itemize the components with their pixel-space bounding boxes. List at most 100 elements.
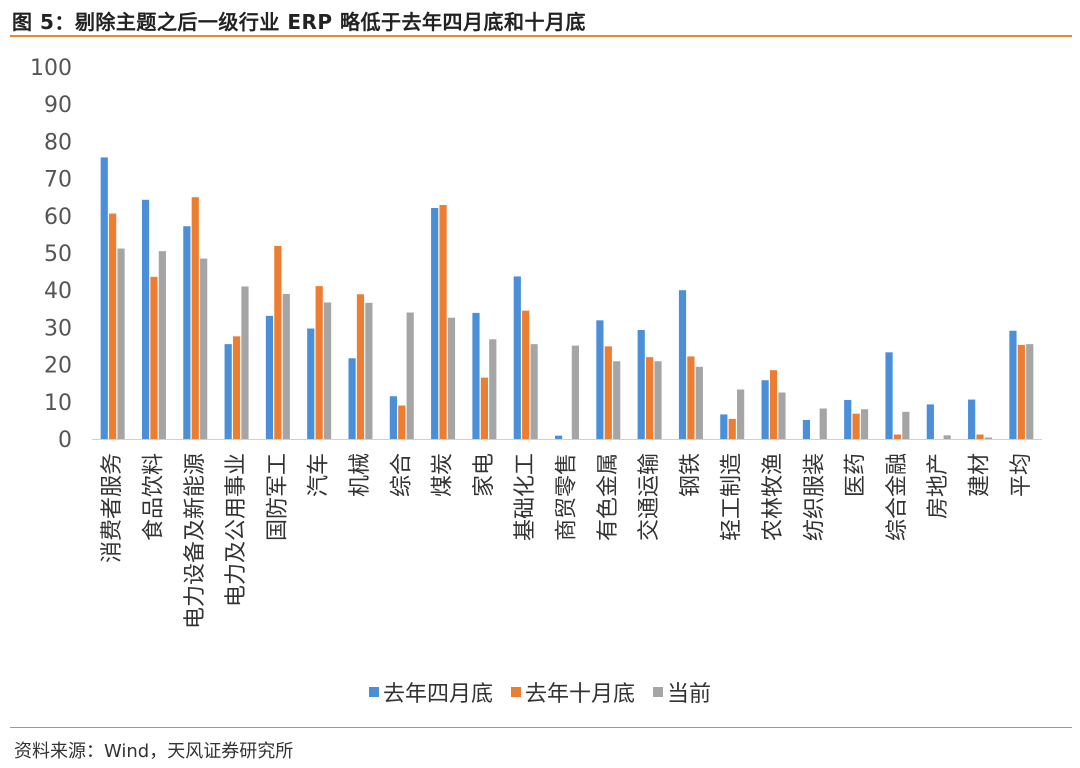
bar [885, 352, 893, 439]
bar [191, 197, 199, 439]
bar [398, 405, 406, 439]
chart-legend: 去年四月底 去年十月底 当前 [0, 676, 1080, 708]
bar [646, 357, 654, 439]
bar [943, 435, 951, 439]
y-tick-label: 0 [58, 428, 72, 453]
bar [761, 380, 769, 439]
bar [555, 435, 563, 439]
x-tick-label: 综合 [389, 453, 414, 497]
bar [150, 276, 158, 439]
bar [315, 286, 323, 439]
bar [439, 205, 447, 439]
x-tick-label: 农林牧渔 [761, 453, 786, 541]
bar [596, 320, 604, 439]
legend-swatch [653, 687, 663, 697]
bar [802, 420, 811, 439]
bar [604, 346, 612, 439]
bar [274, 245, 282, 439]
x-tick-label: 商贸零售 [555, 453, 580, 541]
footer-rule [10, 727, 1072, 728]
bar [307, 328, 315, 439]
y-tick-label: 80 [44, 130, 72, 155]
x-tick-label: 电力设备及新能源 [183, 453, 208, 629]
bar [472, 312, 480, 439]
bar [200, 258, 208, 439]
bar [737, 389, 745, 439]
bar [406, 312, 414, 439]
y-tick-label: 70 [44, 168, 72, 193]
bar [728, 418, 736, 439]
figure-title: 图 5：剔除主题之后一级行业 ERP 略低于去年四月底和十月底 [12, 10, 587, 34]
bar [100, 157, 108, 439]
bar [489, 339, 497, 439]
legend-label: 当前 [667, 682, 712, 707]
bar [1017, 344, 1025, 439]
y-tick-label: 20 [44, 354, 72, 379]
bar [844, 399, 852, 439]
bar-chart: 0 10 20 30 40 50 60 70 80 90 100 消费者服务 食品饮料 电力设备及新能源电… [30, 56, 1042, 629]
x-tick-label: 建材 [968, 453, 993, 497]
bar [926, 404, 934, 439]
bar [365, 302, 373, 439]
bar [1009, 330, 1017, 439]
bar [109, 213, 117, 439]
legend-item: 去年四月底 [368, 676, 493, 708]
bar [571, 345, 579, 439]
bar [613, 361, 621, 439]
bar [389, 396, 397, 439]
x-tick-label: 煤炭 [431, 453, 456, 497]
y-tick-label: 90 [44, 93, 72, 118]
bar [141, 199, 150, 439]
y-tick-label: 100 [30, 56, 72, 81]
x-tick-label: 汽车 [307, 453, 332, 497]
x-tick-label: 平均 [1009, 453, 1034, 497]
x-tick-label: 纺织服装 [802, 453, 827, 541]
legend-swatch [510, 687, 521, 697]
bar [720, 414, 728, 439]
y-tick-label: 60 [44, 205, 72, 230]
bar [637, 330, 645, 439]
x-tick-label: 家电 [472, 453, 497, 497]
x-tick-label: 有色金属 [596, 453, 621, 541]
x-tick-label: 电力及公用事业 [224, 453, 249, 607]
bar [117, 248, 125, 439]
bar [241, 286, 249, 439]
bar [480, 377, 488, 439]
bar [819, 408, 827, 439]
legend-item: 去年十月底 [510, 676, 635, 708]
legend-label: 去年十月底 [524, 682, 635, 707]
bar [769, 370, 778, 439]
title-rule [10, 35, 1072, 37]
x-tick-label: 房地产 [926, 453, 951, 519]
y-tick-label: 10 [44, 391, 72, 416]
y-tick-label: 30 [44, 316, 72, 341]
bar [183, 226, 191, 439]
bar [976, 434, 984, 439]
x-tick-label: 机械 [348, 453, 373, 497]
bar [356, 294, 365, 439]
bar [265, 315, 274, 439]
bar [224, 344, 232, 439]
bar [893, 434, 902, 439]
x-tick-label: 医药 [844, 453, 869, 497]
bar [158, 251, 166, 439]
x-tick-label: 交通运输 [637, 453, 662, 541]
x-tick-label: 基础化工 [513, 453, 538, 541]
bar [687, 356, 695, 439]
x-tick-label: 综合金融 [885, 453, 910, 541]
bar [1026, 344, 1034, 439]
bar [902, 411, 910, 439]
x-tick-label: 国防军工 [265, 453, 290, 541]
bar [522, 310, 530, 439]
bar [778, 392, 786, 439]
bar [695, 366, 703, 439]
x-tick-label: 食品饮料 [142, 453, 167, 541]
bar [348, 358, 356, 439]
bar [513, 276, 521, 439]
y-tick-label: 50 [44, 242, 72, 267]
y-tick-label: 40 [44, 279, 72, 304]
source-note: 资料来源：Wind，天风证券研究所 [14, 741, 294, 762]
bar [860, 409, 869, 439]
bar [232, 336, 241, 439]
bar [447, 317, 456, 439]
